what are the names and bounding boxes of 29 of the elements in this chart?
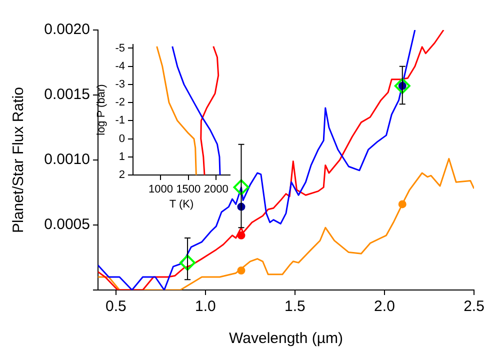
y-tick-label: -1 xyxy=(115,114,125,127)
x-tick-label: 2000 xyxy=(204,184,228,196)
y-tick-label: 2 xyxy=(118,169,125,182)
y-tick-label: -3 xyxy=(115,78,125,90)
y-tick-label: 1 xyxy=(118,150,125,163)
point xyxy=(180,254,196,271)
point xyxy=(237,231,246,240)
x-axis-title: T (K) xyxy=(169,198,194,210)
point xyxy=(237,266,246,274)
x-tick-label: 2.5 xyxy=(464,298,484,316)
x-tick-label: 2.0 xyxy=(374,298,395,316)
y-axis-title: Planet/Star Flux Ratio xyxy=(10,87,28,233)
point xyxy=(233,179,250,196)
x-tick-label: 1000 xyxy=(148,184,173,196)
x-tick-label: 1.0 xyxy=(195,298,216,316)
y-tick-label: 0.0015 xyxy=(44,86,90,104)
point xyxy=(398,200,406,208)
x-axis-title: Wavelength (µm) xyxy=(229,330,343,348)
y-tick-label: 0.0005 xyxy=(44,216,90,234)
y-tick-label: 0.0020 xyxy=(44,21,90,38)
y-tick-label: -4 xyxy=(115,60,125,72)
x-tick-label: 1500 xyxy=(176,184,201,196)
x-tick-label: 1.5 xyxy=(284,298,306,316)
y-tick-label: 0 xyxy=(118,132,125,145)
point xyxy=(394,78,410,94)
x-tick-label: 0.5 xyxy=(105,298,126,316)
y-tick-label: 0.0010 xyxy=(44,151,90,168)
y-tick-label: -2 xyxy=(115,96,125,109)
y-tick-label: -5 xyxy=(115,42,125,54)
